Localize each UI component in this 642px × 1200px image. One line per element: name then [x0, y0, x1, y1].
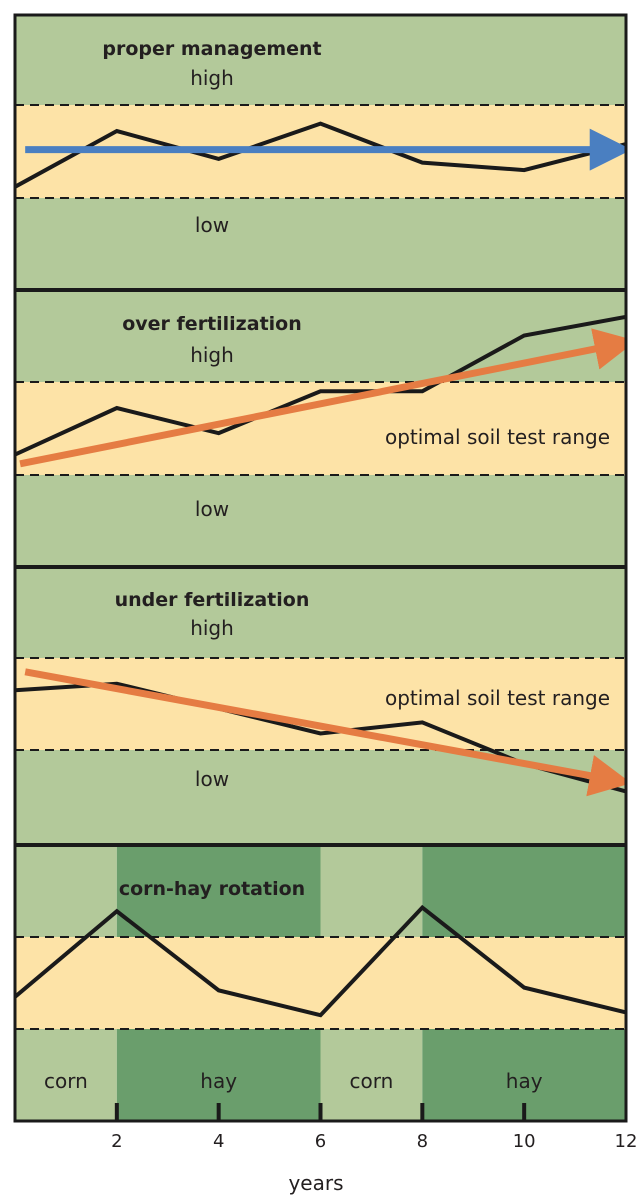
zone-label-low: low — [195, 497, 229, 521]
panel-3: under fertilization high low optimal soil t… — [15, 567, 626, 845]
zone-label-high: high — [190, 343, 234, 367]
panel-4: corn-hay rotation corn hay corn hay — [15, 845, 626, 1121]
x-tick-label: 8 — [417, 1131, 428, 1152]
panel-title: proper management — [102, 38, 321, 60]
panel-1: proper management high low — [15, 15, 626, 290]
x-tick-label: 4 — [213, 1131, 224, 1152]
panel-title: corn-hay rotation — [119, 878, 305, 900]
trend-arrow — [24, 668, 626, 797]
panel-title: over fertilization — [122, 313, 302, 335]
zone-label-low: low — [195, 213, 229, 237]
crop-label-1: corn — [44, 1069, 88, 1093]
x-tick-label: 10 — [513, 1131, 536, 1152]
crop-label-2: hay — [200, 1069, 237, 1093]
optimal-band — [15, 382, 626, 475]
zone-label-low: low — [195, 767, 229, 791]
x-tick-label: 12 — [615, 1131, 638, 1152]
x-tick-label: 2 — [111, 1131, 122, 1152]
x-axis-label: years — [288, 1171, 343, 1195]
crop-label-4: hay — [506, 1069, 543, 1093]
panel-2: over fertilization high low optimal soil te… — [15, 290, 626, 567]
zone-label-high: high — [190, 616, 234, 640]
trend-arrow — [19, 328, 626, 468]
zone-label-optimal: optimal soil test range — [385, 686, 610, 710]
crop-label-3: corn — [350, 1069, 394, 1093]
panel-title: under fertilization — [115, 589, 310, 611]
x-tick-label: 6 — [315, 1131, 326, 1152]
zone-label-high: high — [190, 66, 234, 90]
zone-label-optimal: optimal soil test range — [385, 425, 610, 449]
